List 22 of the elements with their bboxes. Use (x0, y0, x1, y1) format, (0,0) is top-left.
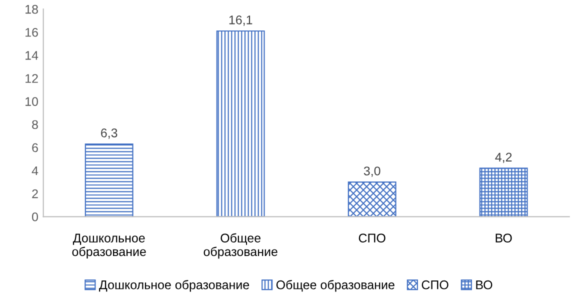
y-tick-label: 0 (32, 212, 38, 222)
x-tick-label: Общее образование (204, 233, 278, 259)
legend-label: Общее образование (276, 280, 394, 292)
x-tick-label: Дошкольное образование (72, 234, 146, 259)
y-tick-label: 14 (26, 51, 38, 60)
y-tick-label: 8 (32, 120, 38, 130)
legend-label: СПО (422, 280, 448, 290)
data-label: 6,3 (101, 128, 118, 139)
y-tick-label: 18 (26, 4, 38, 14)
y-tick-label: 6 (32, 143, 38, 152)
legend-label: ВО (476, 280, 492, 290)
y-tick-label: 12 (26, 74, 38, 83)
y-tick-label: 4 (32, 166, 38, 176)
legend-label: Дошкольное образование (99, 280, 250, 292)
x-tick-label: ВО (496, 234, 512, 242)
data-label: 16,1 (229, 16, 252, 26)
y-tick-label: 10 (26, 97, 38, 106)
y-tick-label: 2 (32, 189, 38, 198)
data-label: 4,2 (495, 152, 512, 164)
data-label: 3,0 (364, 166, 380, 177)
x-tick-label: СПО (358, 234, 386, 242)
y-tick-label: 16 (26, 28, 38, 37)
